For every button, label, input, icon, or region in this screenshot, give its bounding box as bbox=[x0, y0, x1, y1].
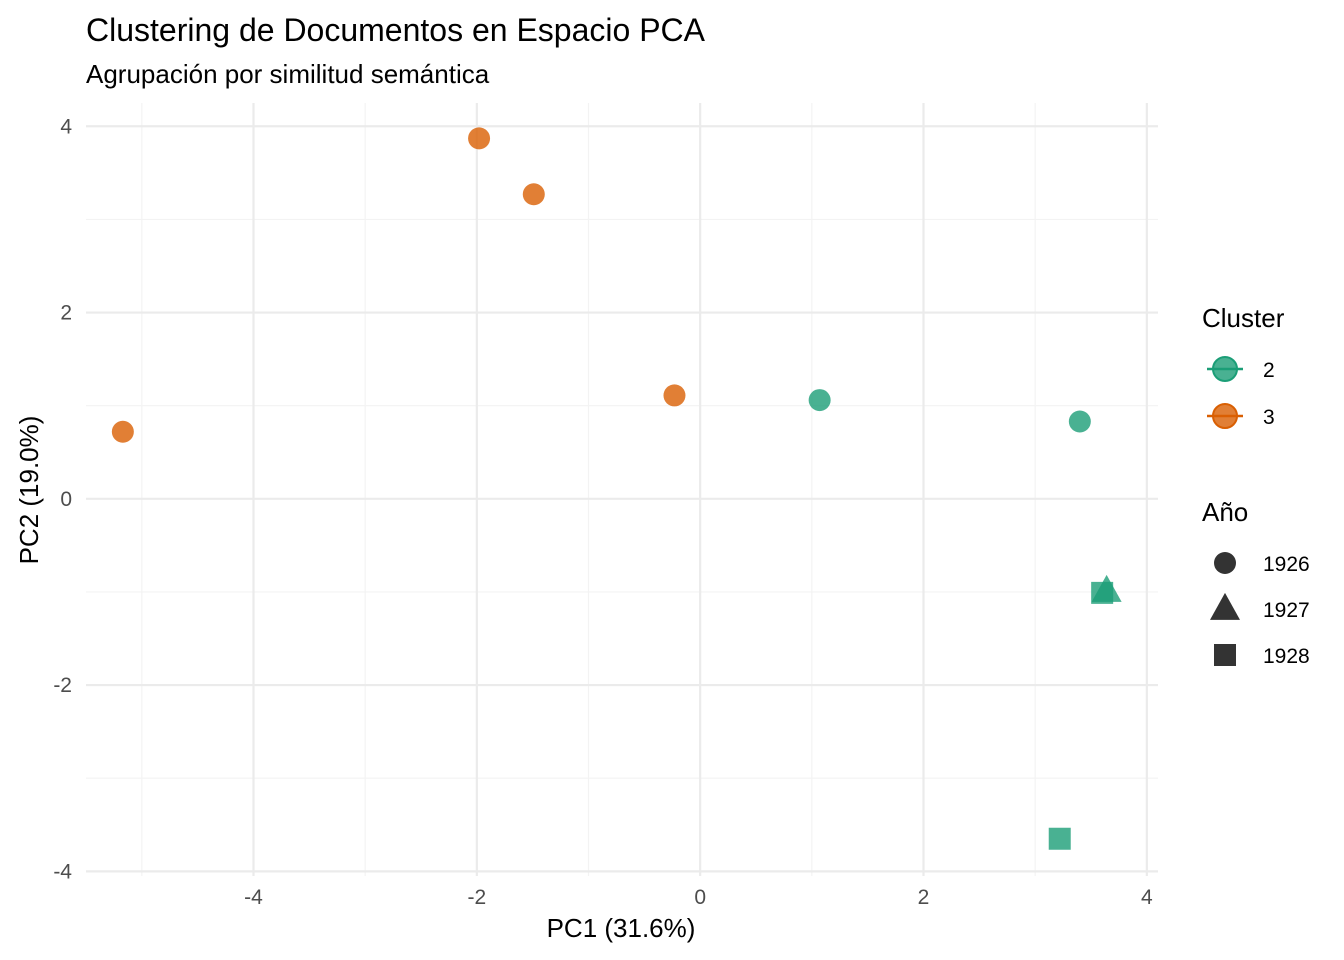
data-points bbox=[111, 127, 1122, 850]
cluster-legend-title: Cluster bbox=[1202, 303, 1285, 333]
x-tick-label: 4 bbox=[1141, 886, 1153, 909]
data-point-9 bbox=[1048, 827, 1071, 850]
cluster-legend-key-3 bbox=[1212, 403, 1238, 429]
data-point-3 bbox=[663, 384, 686, 407]
data-point-6 bbox=[1068, 410, 1091, 433]
year-legend: Año 1926 1927 1928 bbox=[1202, 497, 1310, 668]
year-legend-key-1928 bbox=[1214, 644, 1236, 666]
data-point-2 bbox=[522, 183, 545, 206]
x-tick-label: 2 bbox=[918, 886, 930, 909]
year-legend-key-1926 bbox=[1214, 552, 1236, 574]
data-point-4 bbox=[111, 420, 134, 443]
year-legend-label-1928: 1928 bbox=[1263, 645, 1310, 668]
y-axis-ticks: -4 -2 0 2 4 bbox=[53, 115, 72, 883]
cluster-legend-label-3: 3 bbox=[1263, 406, 1275, 429]
y-tick-label: -4 bbox=[53, 860, 72, 883]
y-tick-label: -2 bbox=[53, 674, 72, 697]
year-legend-key-1927 bbox=[1210, 592, 1240, 620]
data-point-1 bbox=[468, 127, 491, 150]
year-legend-title: Año bbox=[1202, 497, 1248, 527]
cluster-legend-label-2: 2 bbox=[1263, 359, 1275, 382]
chart-title: Clustering de Documentos en Espacio PCA bbox=[86, 12, 706, 48]
x-axis-ticks: -4 -2 0 2 4 bbox=[244, 886, 1153, 909]
y-tick-label: 2 bbox=[60, 302, 72, 325]
x-axis-title: PC1 (31.6%) bbox=[547, 913, 696, 943]
data-point-8 bbox=[1091, 581, 1114, 604]
x-tick-label: -4 bbox=[244, 886, 263, 909]
year-legend-label-1926: 1926 bbox=[1263, 553, 1310, 576]
plot-grid bbox=[86, 103, 1158, 876]
y-tick-label: 4 bbox=[60, 115, 72, 138]
year-legend-label-1927: 1927 bbox=[1263, 599, 1310, 622]
cluster-legend-key-2 bbox=[1212, 356, 1238, 382]
y-axis-title: PC2 (19.0%) bbox=[14, 416, 44, 565]
chart-subtitle: Agrupación por similitud semántica bbox=[86, 59, 490, 89]
cluster-legend: Cluster 2 3 bbox=[1202, 303, 1285, 429]
y-tick-label: 0 bbox=[60, 488, 72, 511]
data-point-5 bbox=[808, 389, 831, 412]
x-tick-label: -2 bbox=[467, 886, 486, 909]
x-tick-label: 0 bbox=[694, 886, 706, 909]
